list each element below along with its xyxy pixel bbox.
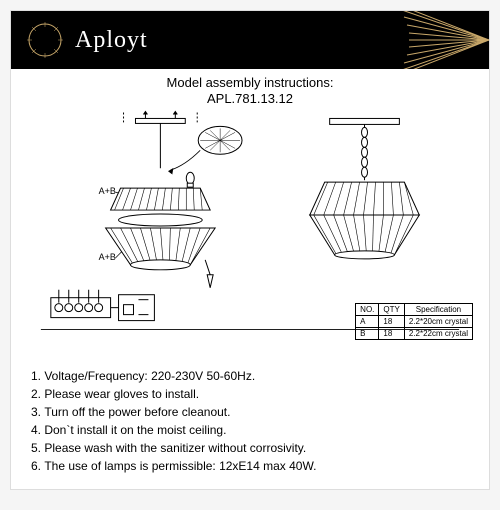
label-ab-top: A+B [99,186,116,196]
note-item: Voltage/Frequency: 220-230V 50-60Hz. [31,367,469,385]
col-spec: Specification [404,304,472,316]
note-item: Please wear gloves to install. [31,385,469,403]
brand-name: Aployt [75,27,148,54]
eclipse-logo-icon [25,20,65,60]
instruction-card: Aployt Model assembly instructions: APL.… [10,10,490,490]
col-qty: QTY [379,304,404,316]
note-item: Please wash with the sanitizer without c… [31,439,469,457]
rays-decoration-icon [349,11,489,69]
table-header-row: NO. QTY Specification [356,304,473,316]
col-no: NO. [356,304,379,316]
note-item: Turn off the power before cleanout. [31,403,469,421]
instruction-notes: Voltage/Frequency: 220-230V 50-60Hz. Ple… [31,367,469,475]
note-item: The use of lamps is permissible: 12xE14 … [31,457,469,475]
title-line2: APL.781.13.12 [11,91,489,106]
spec-table: NO. QTY Specification A 18 2.2*20cm crys… [355,303,473,340]
title-line1: Model assembly instructions: [11,75,489,90]
note-item: Don`t install it on the moist ceiling. [31,421,469,439]
table-row: A 18 2.2*20cm crystal [356,316,473,328]
label-ab-bottom: A+B [99,252,116,262]
brand-header: Aployt [11,11,489,69]
table-row: B 18 2.2*22cm crystal [356,328,473,340]
